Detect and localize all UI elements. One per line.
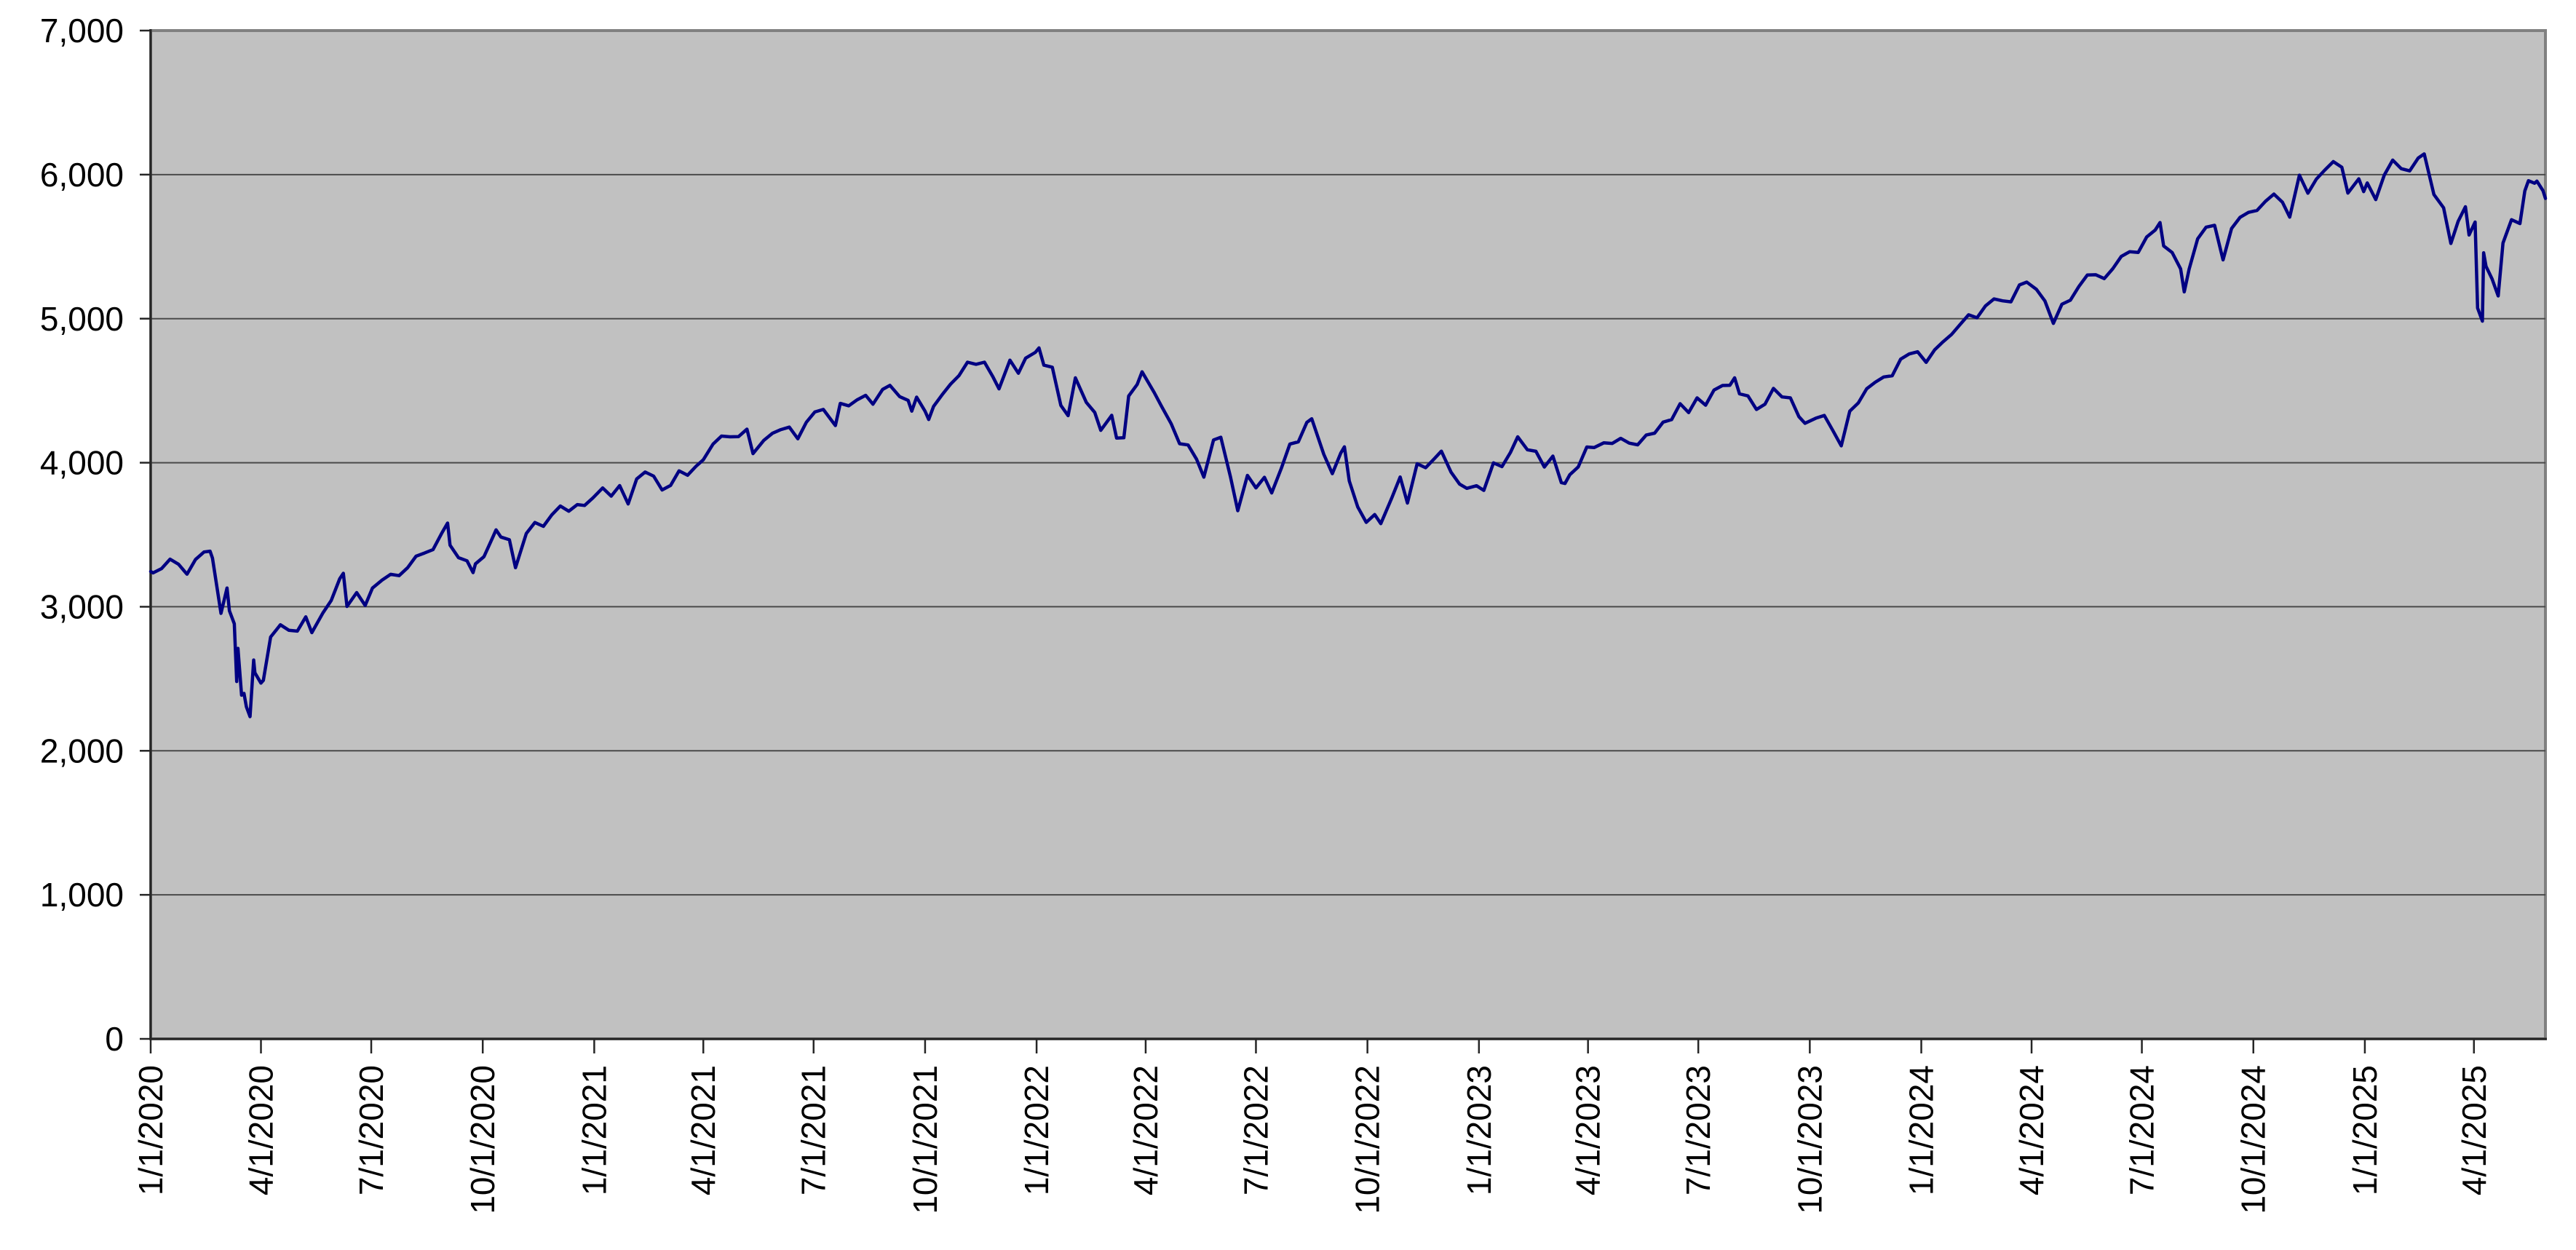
x-axis-tick-label: 1/1/2022 — [1018, 1065, 1055, 1195]
x-axis-tick-label: 4/1/2025 — [2455, 1065, 2493, 1195]
x-axis-tick-label: 1/1/2025 — [2346, 1065, 2384, 1195]
x-axis-tick-label: 10/1/2024 — [2235, 1065, 2272, 1214]
price-line-series — [148, 152, 2548, 719]
x-axis-tick-label: 4/1/2022 — [1127, 1065, 1165, 1195]
y-axis-tick-label: 2,000 — [40, 732, 124, 770]
y-axis-tick-label: 7,000 — [40, 12, 124, 50]
y-axis-tick-label: 3,000 — [40, 588, 124, 626]
x-axis-tick-label: 1/1/2023 — [1460, 1065, 1498, 1195]
y-axis-tick-label: 4,000 — [40, 444, 124, 482]
x-axis-tick-label: 1/1/2020 — [132, 1065, 170, 1195]
y-axis-tick-label: 6,000 — [40, 156, 124, 194]
y-axis-tick-label: 0 — [105, 1020, 124, 1058]
x-axis-tick-label: 4/1/2023 — [1569, 1065, 1607, 1195]
x-axis-tick-label: 7/1/2021 — [795, 1065, 833, 1195]
x-axis-tick-label: 10/1/2020 — [464, 1065, 502, 1214]
x-axis-tick-label: 4/1/2021 — [684, 1065, 722, 1195]
x-axis-tick-label: 10/1/2021 — [906, 1065, 944, 1214]
x-axis-tick-label: 7/1/2023 — [1679, 1065, 1717, 1195]
x-axis-tick-label: 4/1/2024 — [2013, 1065, 2050, 1195]
x-axis-tick-label: 7/1/2022 — [1237, 1065, 1275, 1195]
y-axis-tick-label: 5,000 — [40, 300, 124, 338]
plot-area — [149, 29, 2547, 1040]
x-axis-tick-label: 1/1/2024 — [1903, 1065, 1941, 1195]
x-axis-tick-label: 7/1/2020 — [352, 1065, 390, 1195]
x-axis-tick-label: 7/1/2024 — [2123, 1065, 2161, 1195]
x-axis-tick-label: 10/1/2022 — [1349, 1065, 1387, 1214]
x-axis-tick-label: 4/1/2020 — [242, 1065, 280, 1195]
y-axis-tick-label: 1,000 — [40, 876, 124, 914]
x-axis-tick-label: 1/1/2021 — [575, 1065, 613, 1195]
x-axis-tick-label: 10/1/2023 — [1791, 1065, 1828, 1214]
